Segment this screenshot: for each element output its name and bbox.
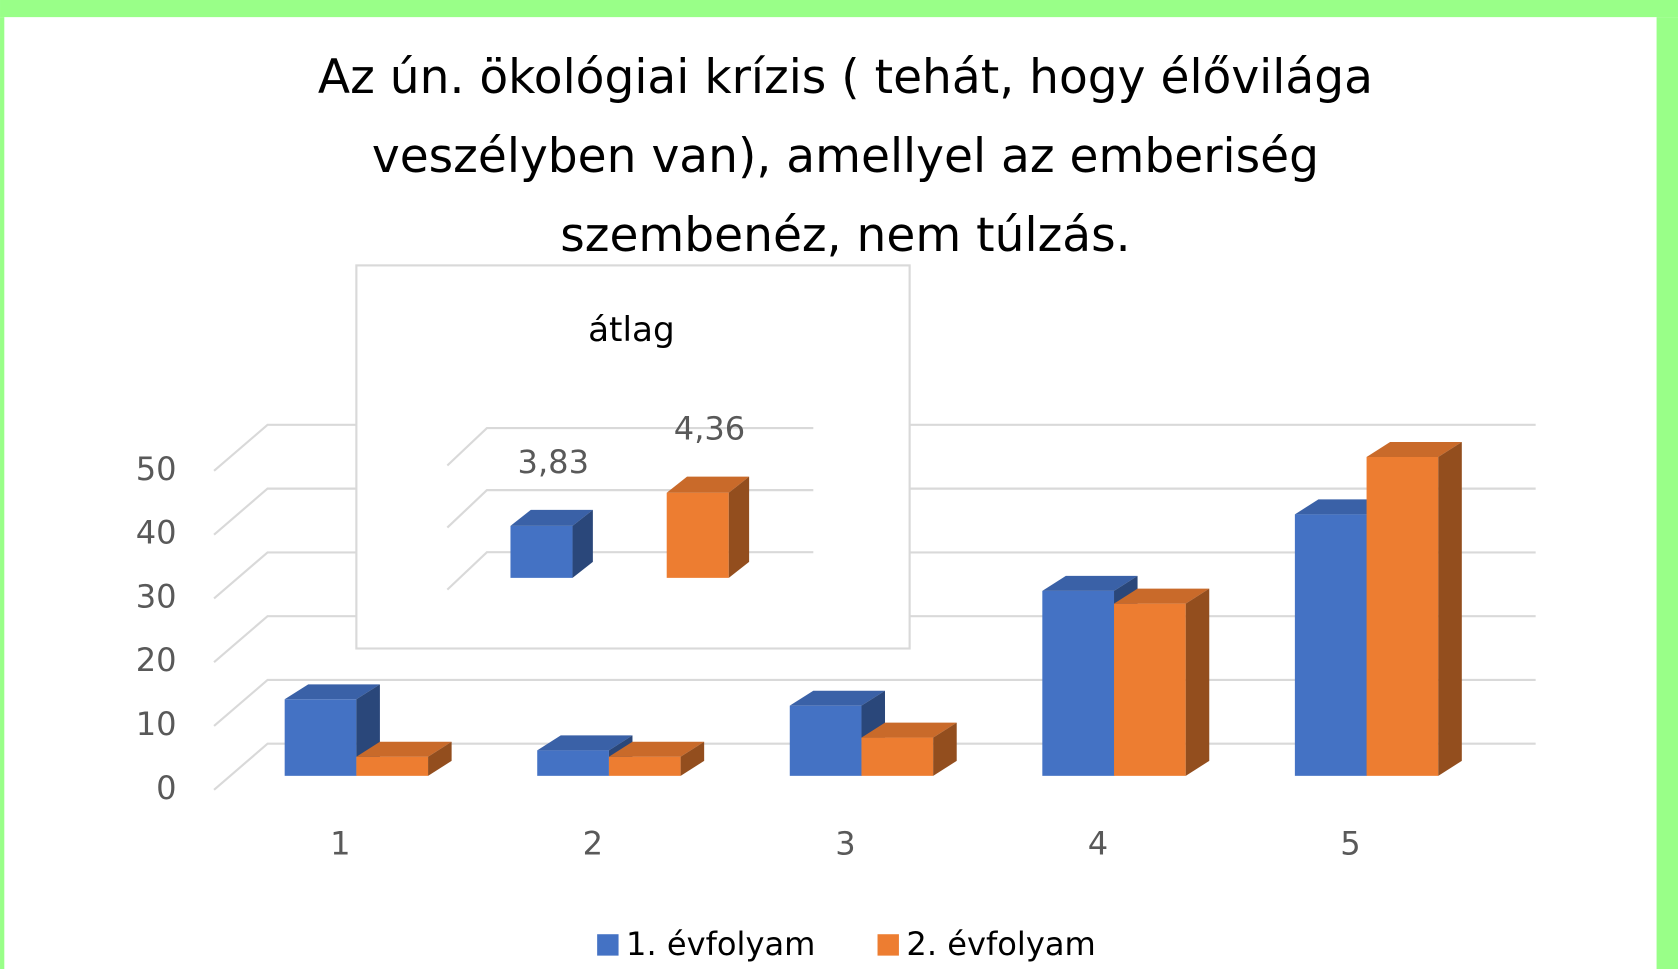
bar-front xyxy=(1114,603,1186,776)
bar-side xyxy=(572,509,593,578)
bar-side xyxy=(728,476,750,578)
bar-side xyxy=(680,741,705,776)
bar-side xyxy=(428,741,452,776)
bar-front xyxy=(537,750,609,776)
bar-top xyxy=(861,722,957,738)
y-tick-label: 40 xyxy=(136,514,177,552)
bar-top xyxy=(789,690,886,706)
chart-title: veszélyben van), amellyel az emberiség xyxy=(372,129,1319,184)
bar xyxy=(1114,588,1210,776)
bar-front xyxy=(1366,456,1439,776)
bar-front xyxy=(510,525,573,578)
data-label: 3,83 xyxy=(518,443,589,481)
bar-top xyxy=(510,509,593,526)
data-label: 4,36 xyxy=(674,410,745,448)
bar xyxy=(510,509,593,578)
bar-top xyxy=(356,741,452,757)
x-tick-label: 2 xyxy=(583,824,603,862)
bar xyxy=(608,741,705,776)
x-tick-label: 1 xyxy=(330,824,350,862)
bar-side xyxy=(1185,588,1210,776)
chart-title: szembenéz, nem túlzás. xyxy=(560,208,1130,263)
bar-top xyxy=(537,735,633,751)
bar-front xyxy=(666,492,729,578)
bar xyxy=(666,476,750,578)
bar-side xyxy=(1438,441,1462,776)
y-tick-label: 10 xyxy=(136,705,177,743)
x-tick-label: 3 xyxy=(835,824,855,862)
bar-top xyxy=(284,684,380,700)
legend-label: 2. évfolyam xyxy=(906,925,1095,963)
y-tick-label: 20 xyxy=(136,641,177,679)
y-tick-label: 50 xyxy=(136,450,177,488)
bar-front xyxy=(284,699,357,776)
inset-frame xyxy=(355,264,911,650)
legend-swatch xyxy=(597,934,619,956)
bar-top xyxy=(1042,575,1138,591)
inset-chart: átlag 3,83 4,36 xyxy=(355,264,911,650)
bar-front xyxy=(789,705,862,776)
bar-front xyxy=(608,756,681,776)
grid-line xyxy=(213,423,1536,472)
bar-front xyxy=(1042,590,1115,776)
inset-grid-line xyxy=(446,426,814,467)
grid-line xyxy=(213,551,1536,600)
top-banner xyxy=(0,0,1678,18)
y-tick-label: 0 xyxy=(156,769,176,807)
grid-line xyxy=(213,487,1536,536)
legend-swatch xyxy=(877,934,899,956)
inset-title: átlag xyxy=(588,310,675,350)
y-tick-label: 30 xyxy=(136,577,177,615)
bar-top xyxy=(1114,588,1210,604)
chart-title: Az ún. ökológiai krízis ( tehát, hogy él… xyxy=(318,50,1373,105)
bar xyxy=(1366,441,1462,776)
x-tick-label: 5 xyxy=(1340,824,1360,862)
main-chart: Az ún. ökológiai krízis ( tehát, hogy él… xyxy=(136,50,1536,963)
bar xyxy=(356,741,452,776)
bar-top xyxy=(608,741,705,757)
left-border xyxy=(0,17,5,969)
bar xyxy=(861,722,957,776)
bar-top xyxy=(666,476,750,493)
x-tick-label: 4 xyxy=(1088,824,1108,862)
bar-front xyxy=(356,756,429,776)
legend-label: 1. évfolyam xyxy=(626,925,815,963)
bar-front xyxy=(861,737,934,776)
bar-top xyxy=(1366,441,1462,457)
bar-side xyxy=(933,722,957,776)
right-border xyxy=(1656,17,1678,969)
bar-top xyxy=(1294,499,1391,515)
bar-front xyxy=(1294,514,1367,776)
